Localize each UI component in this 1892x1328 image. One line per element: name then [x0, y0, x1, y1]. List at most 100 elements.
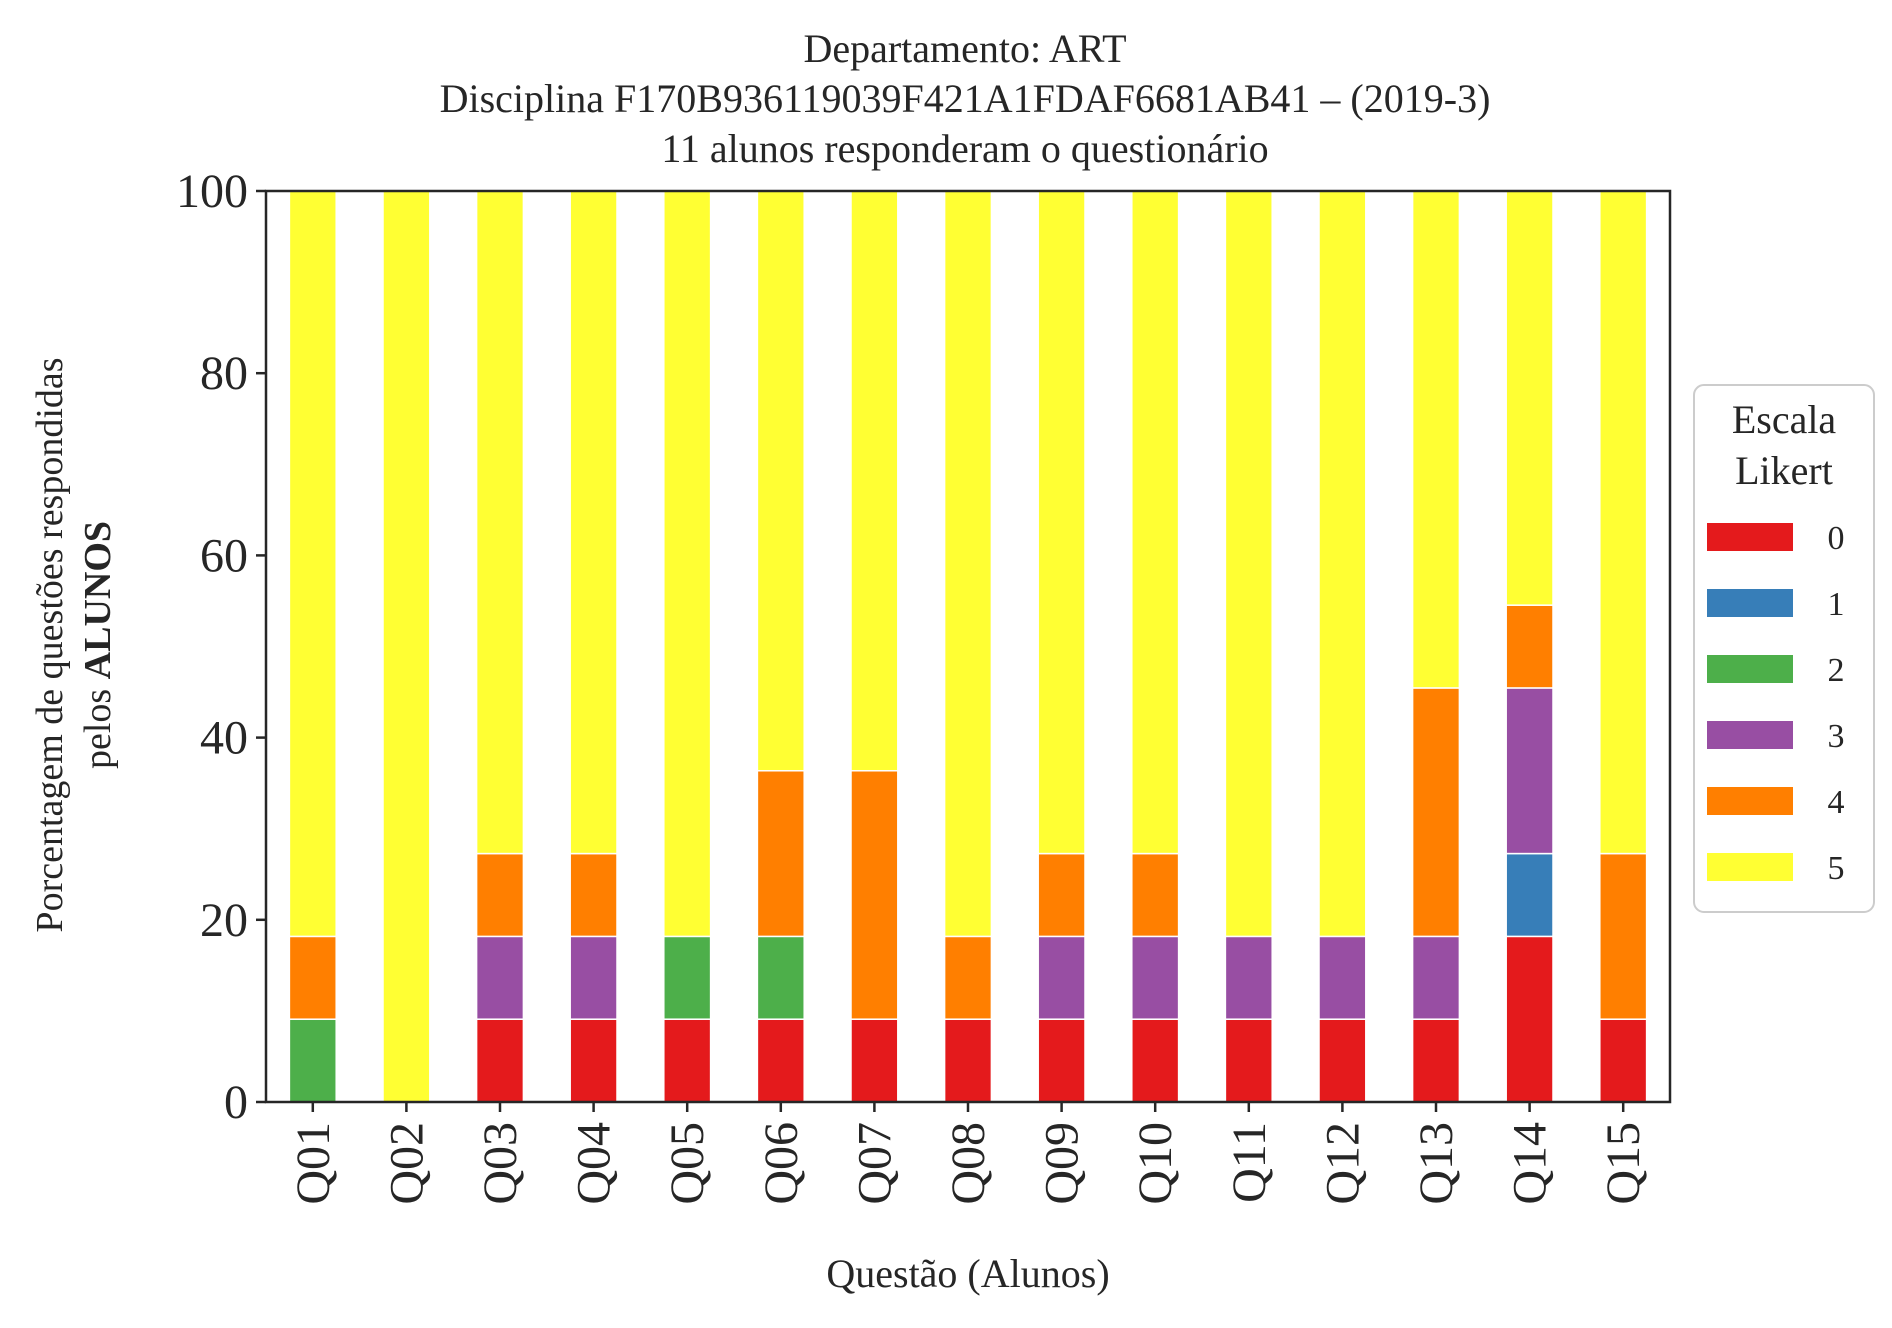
- bar-segment-q14-likert-3: [1505, 687, 1554, 855]
- bar-segment-q10-likert-5: [1131, 190, 1180, 855]
- bar-segment-q11-likert-0: [1224, 1018, 1273, 1103]
- bar-segment-q13-likert-5: [1411, 190, 1461, 689]
- bar-segment-q06-likert-4: [756, 770, 805, 938]
- bar-segment-q14-likert-0: [1505, 935, 1554, 1103]
- bar-segment-q12-likert-3: [1318, 935, 1367, 1020]
- bar-segment-q01-likert-4: [288, 935, 337, 1020]
- y-axis-label-prefix: pelos: [77, 679, 119, 769]
- legend-frame: [1693, 384, 1875, 913]
- bar-segment-q15-likert-5: [1599, 190, 1648, 855]
- legend-label-likert-5: 5: [1828, 850, 1845, 887]
- legend-swatch-likert-2: [1707, 655, 1793, 683]
- bar-segment-q05-likert-2: [663, 935, 712, 1020]
- x-tick-label-q11: Q11: [1223, 1122, 1276, 1203]
- bar-segment-q01-likert-2: [288, 1018, 337, 1103]
- y-tick-label: 0: [224, 1076, 248, 1129]
- bar-segment-q15-likert-0: [1599, 1018, 1648, 1103]
- legend-swatch-likert-1: [1707, 589, 1793, 617]
- legend-swatch-likert-3: [1707, 721, 1793, 749]
- bar-segment-q10-likert-4: [1131, 852, 1180, 938]
- bar-segment-q07-likert-0: [850, 1018, 899, 1103]
- x-axis-ticks: Q01 Q02 Q03 Q04 Q05 Q06 Q07 Q08 Q09 Q10 Q11 Q12 Q13 Q…: [287, 1102, 1650, 1205]
- x-tick-label-q06: Q06: [755, 1122, 808, 1205]
- bar-segment-q14-likert-5: [1505, 190, 1554, 606]
- y-axis-label: Porcentagem de questões respondidas pelo…: [29, 357, 119, 932]
- x-tick-label-q14: Q14: [1504, 1122, 1557, 1205]
- x-tick-label-q15: Q15: [1597, 1122, 1650, 1205]
- bars: [288, 190, 1648, 1103]
- x-axis-label: Questão (Alunos): [826, 1251, 1109, 1296]
- bar-segment-q01-likert-5: [288, 190, 337, 938]
- bar-segment-q13-likert-4: [1411, 687, 1461, 938]
- bar-segment-q13-likert-3: [1411, 935, 1461, 1020]
- y-axis-label-line-2: pelos ALUNOS: [77, 521, 119, 769]
- bar-segment-q04-likert-5: [569, 190, 618, 855]
- y-tick-label: 100: [176, 165, 248, 218]
- legend-items: 0 1 2 3 4 5: [1707, 520, 1845, 887]
- bar-segment-q09-likert-3: [1037, 935, 1086, 1020]
- x-tick-label-q09: Q09: [1036, 1122, 1089, 1205]
- chart-title-line-3: 11 alunos responderam o questionário: [661, 126, 1268, 171]
- legend-label-likert-3: 3: [1828, 718, 1845, 755]
- bar-segment-q05-likert-5: [663, 190, 712, 938]
- bar-segment-q04-likert-3: [569, 935, 618, 1020]
- bar-segment-q03-likert-3: [475, 935, 525, 1020]
- legend-label-likert-4: 4: [1828, 784, 1845, 821]
- x-tick-label-q02: Q02: [380, 1122, 433, 1205]
- bar-segment-q06-likert-5: [756, 190, 805, 772]
- bar-segment-q15-likert-4: [1599, 852, 1648, 1020]
- bar-segment-q04-likert-4: [569, 852, 618, 938]
- bar-segment-q07-likert-4: [850, 770, 899, 1020]
- x-tick-label-q04: Q04: [568, 1122, 621, 1205]
- x-tick-label-q07: Q07: [848, 1122, 901, 1205]
- x-tick-label-q08: Q08: [942, 1122, 995, 1205]
- bar-segment-q03-likert-5: [475, 190, 525, 855]
- y-axis-label-bold: ALUNOS: [77, 521, 119, 679]
- bar-segment-q12-likert-5: [1318, 190, 1367, 938]
- bar-segment-q08-likert-0: [943, 1018, 993, 1103]
- x-tick-label-q01: Q01: [287, 1122, 340, 1205]
- bar-segment-q05-likert-0: [663, 1018, 712, 1103]
- plot-frame: [264, 189, 1672, 1104]
- bar-segment-q11-likert-5: [1224, 190, 1273, 938]
- y-axis-ticks: 0 20 40 60 80 100: [176, 165, 266, 1129]
- bar-segment-q10-likert-0: [1131, 1018, 1180, 1103]
- bar-segment-q13-likert-0: [1411, 1018, 1461, 1103]
- x-tick-label-q12: Q12: [1316, 1122, 1369, 1205]
- x-tick-label-q03: Q03: [474, 1122, 527, 1205]
- y-tick-label: 20: [200, 894, 248, 947]
- bar-segment-q10-likert-3: [1131, 935, 1180, 1020]
- legend-label-likert-1: 1: [1828, 586, 1845, 623]
- x-tick-label-q13: Q13: [1410, 1122, 1463, 1205]
- y-axis-label-line-1: Porcentagem de questões respondidas: [29, 357, 71, 932]
- chart-title: Departamento: ART Disciplina F170B936119…: [440, 26, 1491, 171]
- bar-segment-q04-likert-0: [569, 1018, 618, 1103]
- bar-segment-q11-likert-3: [1224, 935, 1273, 1020]
- legend-label-likert-2: 2: [1828, 652, 1845, 689]
- legend: Escala Likert 0 1 2 3 4 5: [1693, 384, 1875, 913]
- legend-swatch-likert-0: [1707, 523, 1793, 551]
- legend-label-likert-0: 0: [1828, 520, 1845, 557]
- bar-segment-q06-likert-2: [756, 935, 805, 1020]
- bar-segment-q03-likert-4: [475, 852, 525, 938]
- bar-segment-q03-likert-0: [475, 1018, 525, 1103]
- bar-segment-q14-likert-4: [1505, 604, 1554, 689]
- legend-title-line-1: Escala: [1732, 397, 1837, 442]
- chart-title-line-2: Disciplina F170B936119039F421A1FDAF6681A…: [440, 76, 1491, 121]
- bar-segment-q09-likert-4: [1037, 852, 1086, 938]
- y-tick-label: 40: [200, 712, 248, 765]
- y-tick-label: 80: [200, 347, 248, 400]
- bar-segment-q09-likert-5: [1037, 190, 1086, 855]
- bar-segment-q12-likert-0: [1318, 1018, 1367, 1103]
- x-tick-label-q05: Q05: [661, 1122, 714, 1205]
- bar-segment-q09-likert-0: [1037, 1018, 1086, 1103]
- bar-segment-q07-likert-5: [850, 190, 899, 772]
- bar-segment-q08-likert-4: [943, 935, 993, 1020]
- bar-segment-q06-likert-0: [756, 1018, 805, 1103]
- bar-segment-q02-likert-5: [382, 190, 431, 1103]
- y-tick-label: 60: [200, 529, 248, 582]
- chart-title-line-1: Departamento: ART: [803, 26, 1126, 71]
- legend-swatch-likert-5: [1707, 853, 1793, 881]
